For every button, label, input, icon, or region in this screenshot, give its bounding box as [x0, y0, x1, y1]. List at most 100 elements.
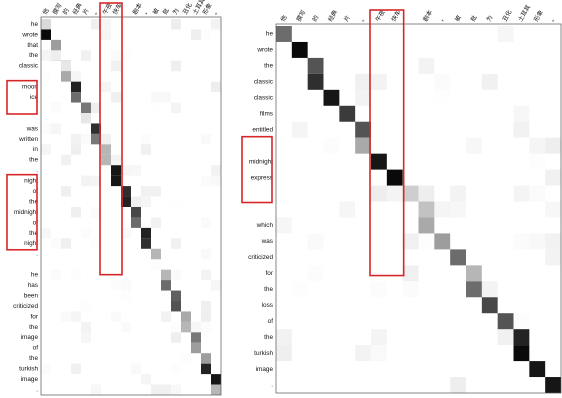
- attention-cell-faint: [481, 281, 498, 298]
- attention-cell-faint: [386, 185, 403, 202]
- attention-cell: [111, 175, 121, 187]
- attention-cell-faint: [61, 186, 71, 197]
- attention-cell-faint: [201, 29, 211, 40]
- attention-cell-faint: [201, 301, 211, 312]
- attention-cell: [131, 207, 141, 218]
- attention-cell: [339, 105, 356, 122]
- column-token-label: ，: [439, 15, 447, 23]
- row-token-label: image: [256, 366, 274, 373]
- attention-cell-faint: [81, 301, 91, 312]
- attention-cell: [371, 153, 387, 170]
- attention-cell: [81, 102, 91, 113]
- attention-cell-faint: [291, 281, 308, 298]
- attention-cell-faint: [211, 280, 221, 291]
- attention-cell-faint: [161, 384, 171, 395]
- row-token-label: turkish: [254, 350, 273, 357]
- attention-cell-faint: [171, 332, 181, 343]
- attention-cell-faint: [71, 207, 81, 218]
- row-token-label: films: [260, 110, 273, 117]
- attention-cell: [276, 26, 292, 42]
- attention-cell-faint: [41, 123, 51, 134]
- attention-cell-faint: [71, 133, 81, 145]
- attention-cell-faint: [513, 185, 530, 202]
- row-token-label: night: [24, 240, 38, 247]
- column-token-label: 剧本: [131, 2, 144, 16]
- attention-cell: [91, 123, 101, 134]
- attention-cell-faint: [61, 311, 71, 322]
- column-token-label: 的: [61, 7, 71, 16]
- attention-cell-faint: [171, 60, 181, 72]
- row-token-label: written: [18, 136, 38, 143]
- column-token-label: 。: [550, 15, 558, 23]
- attention-cell-faint: [339, 201, 356, 218]
- attention-cell-faint: [371, 185, 387, 202]
- attention-cell-faint: [71, 269, 81, 281]
- attention-cell-faint: [171, 19, 181, 30]
- attention-cell: [466, 265, 482, 282]
- attention-cell-faint: [111, 29, 121, 40]
- row-token-label: loss: [262, 302, 273, 309]
- attention-cell: [51, 39, 61, 51]
- attention-cell: [497, 313, 514, 330]
- column-token-label: 经典: [71, 2, 84, 16]
- attention-cell: [151, 248, 161, 260]
- attention-cell: [61, 60, 71, 72]
- column-token-label: 的: [310, 14, 320, 23]
- attention-cell-faint: [41, 39, 51, 51]
- attention-cell-faint: [121, 50, 131, 61]
- row-token-label: of: [268, 318, 274, 325]
- attention-cell: [291, 41, 308, 58]
- attention-cell-faint: [121, 290, 131, 301]
- attention-cell-faint: [466, 137, 482, 154]
- attention-cell-faint: [355, 345, 371, 362]
- attention-cell-faint: [61, 238, 71, 249]
- attention-cell-faint: [101, 133, 111, 145]
- attention-cell-faint: [171, 269, 181, 281]
- column-token-label: 他: [41, 7, 51, 16]
- attention-cell-faint: [71, 311, 81, 322]
- attention-cell-faint: [91, 384, 101, 395]
- attention-cell-faint: [131, 196, 141, 207]
- row-token-label: classic: [254, 79, 274, 86]
- row-highlight-box: [6, 79, 38, 115]
- attention-cell-faint: [81, 321, 91, 333]
- attention-cell-faint: [529, 137, 546, 154]
- attention-cell-faint: [201, 269, 211, 281]
- attention-cell-faint: [141, 144, 151, 155]
- attention-cell-faint: [131, 332, 141, 343]
- row-token-label: for: [31, 313, 39, 320]
- row-token-label: wrote: [21, 31, 38, 38]
- attention-cell-faint: [201, 217, 211, 228]
- attention-cell-faint: [402, 265, 419, 282]
- attention-cell: [121, 196, 131, 207]
- column-token-label: 经典: [326, 9, 339, 23]
- attention-cell-faint: [418, 57, 435, 74]
- row-token-label: the: [29, 355, 38, 362]
- attention-cell-faint: [371, 329, 387, 346]
- attention-cell-faint: [141, 186, 151, 197]
- attention-cell-faint: [151, 259, 161, 270]
- attention-cell-faint: [513, 313, 530, 330]
- column-token-label: 形象: [532, 9, 545, 23]
- attention-cell-faint: [191, 29, 201, 40]
- row-token-label: criticized: [248, 254, 273, 261]
- attention-cell-faint: [91, 102, 101, 113]
- attention-cell: [131, 217, 141, 228]
- attention-cell: [466, 281, 482, 298]
- column-token-label: 。: [213, 8, 221, 16]
- attention-cell-faint: [323, 137, 340, 154]
- attention-cell-faint: [51, 102, 61, 113]
- attention-cell-faint: [61, 154, 71, 166]
- attention-cell-faint: [101, 19, 111, 30]
- attention-cell-faint: [355, 89, 371, 106]
- row-token-label: night: [24, 178, 38, 185]
- attention-cell-faint: [171, 102, 181, 113]
- attention-cell: [191, 342, 201, 354]
- column-token-label: 被: [453, 14, 463, 23]
- attention-cell-faint: [513, 121, 530, 138]
- attention-cell-faint: [121, 227, 131, 239]
- attention-cell-faint: [276, 345, 292, 362]
- attention-cell-faint: [201, 248, 211, 260]
- attention-cell: [418, 217, 435, 234]
- column-token-label: 剧本: [421, 9, 434, 23]
